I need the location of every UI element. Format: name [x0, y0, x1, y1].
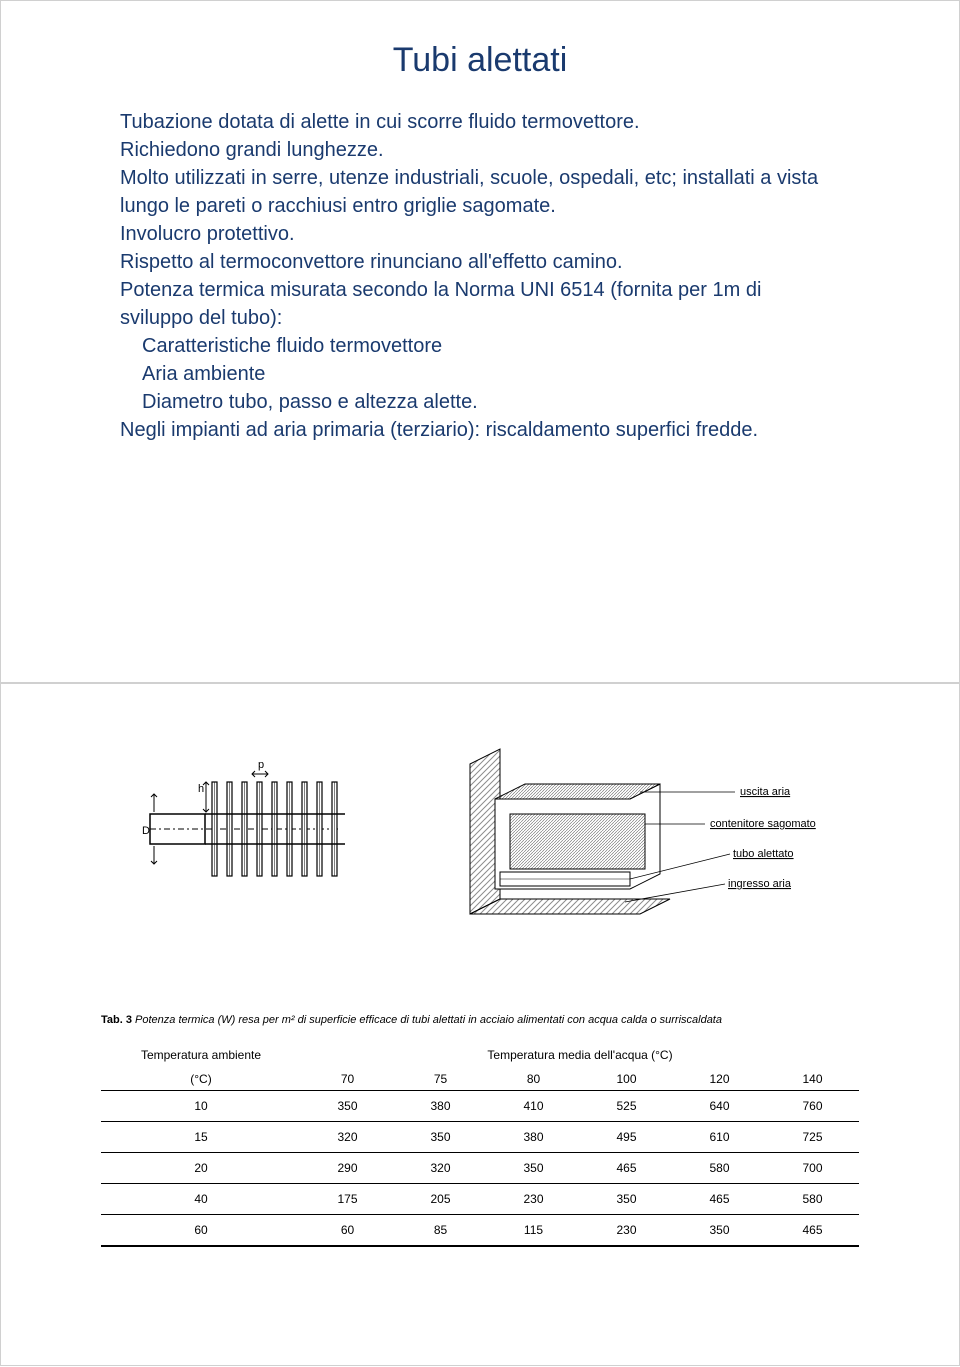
table-row: 15320350380495610725	[101, 1122, 859, 1153]
diagram-housing: uscita aria contenitore sagomato tubo al…	[440, 744, 820, 944]
table-header-ambient: Temperatura ambiente	[101, 1046, 301, 1064]
cell-value: 495	[580, 1122, 673, 1153]
cell-ambient: 60	[101, 1215, 301, 1247]
para-2: Richiedono grandi lunghezze.	[120, 136, 840, 164]
cell-ambient: 15	[101, 1122, 301, 1153]
cell-value: 60	[301, 1215, 394, 1247]
cell-value: 350	[487, 1153, 580, 1184]
table-row: 40175205230350465580	[101, 1184, 859, 1215]
table-row-header: (°C) 70 75 80 100 120 140	[101, 1064, 859, 1091]
label-p: p	[258, 759, 264, 771]
para-4: Involucro protettivo.	[120, 220, 840, 248]
cell-value: 350	[394, 1122, 487, 1153]
cell-value: 580	[766, 1184, 859, 1215]
cell-value: 350	[673, 1215, 766, 1247]
cell-value: 230	[580, 1215, 673, 1247]
slide-1: Tubi alettati Tubazione dotata di alette…	[0, 0, 960, 683]
label-ingresso-aria: ingresso aria	[728, 878, 792, 890]
cell-value: 205	[394, 1184, 487, 1215]
cell-value: 380	[487, 1122, 580, 1153]
cell-ambient: 20	[101, 1153, 301, 1184]
cell-value: 640	[673, 1091, 766, 1122]
table-row: 10350380410525640760	[101, 1091, 859, 1122]
caption-prefix: Tab. 3	[101, 1014, 132, 1026]
label-uscita-aria: uscita aria	[740, 786, 791, 798]
cell-value: 580	[673, 1153, 766, 1184]
cell-value: 175	[301, 1184, 394, 1215]
para-3: Molto utilizzati in serre, utenze indust…	[120, 164, 840, 220]
header-wt-5: 140	[766, 1064, 859, 1091]
cell-value: 350	[301, 1091, 394, 1122]
cell-value: 380	[394, 1091, 487, 1122]
table-header-water: Temperatura media dell'acqua (°C)	[301, 1046, 859, 1064]
power-table: Temperatura ambiente Temperatura media d…	[101, 1046, 859, 1247]
table-caption: Tab. 3 Potenza termica (W) resa per m² d…	[101, 1014, 859, 1026]
cell-value: 725	[766, 1122, 859, 1153]
bullet-2: Aria ambiente	[120, 360, 840, 388]
bullet-1: Caratteristiche fluido termovettore	[120, 332, 840, 360]
bullet-3: Diametro tubo, passo e altezza alette.	[120, 388, 840, 416]
cell-value: 525	[580, 1091, 673, 1122]
label-contenitore: contenitore sagomato	[710, 818, 816, 830]
header-ambient-unit: (°C)	[101, 1064, 301, 1091]
cell-value: 760	[766, 1091, 859, 1122]
diagram-row: D h p	[61, 744, 899, 944]
label-tubo-alettato: tubo alettato	[733, 848, 794, 860]
cell-value: 320	[301, 1122, 394, 1153]
header-wt-4: 120	[673, 1064, 766, 1091]
cell-value: 290	[301, 1153, 394, 1184]
header-wt-2: 80	[487, 1064, 580, 1091]
finned-tube-svg: D h p	[140, 744, 370, 914]
power-table-grid: (°C) 70 75 80 100 120 140 10350380410525…	[101, 1064, 859, 1247]
cell-value: 465	[766, 1215, 859, 1247]
slide-title: Tubi alettati	[61, 41, 899, 80]
diagram-finned-tube: D h p	[140, 744, 370, 944]
label-d: D	[142, 825, 150, 837]
para-closing: Negli impianti ad aria primaria (terziar…	[120, 416, 840, 444]
table-row: 606085115230350465	[101, 1215, 859, 1247]
cell-value: 465	[673, 1184, 766, 1215]
header-wt-0: 70	[301, 1064, 394, 1091]
cell-value: 700	[766, 1153, 859, 1184]
header-wt-1: 75	[394, 1064, 487, 1091]
slide-2: D h p	[0, 683, 960, 1366]
cell-value: 115	[487, 1215, 580, 1247]
cell-value: 350	[580, 1184, 673, 1215]
cell-value: 320	[394, 1153, 487, 1184]
cell-value: 230	[487, 1184, 580, 1215]
cell-value: 85	[394, 1215, 487, 1247]
table-row: 20290320350465580700	[101, 1153, 859, 1184]
header-wt-3: 100	[580, 1064, 673, 1091]
para-1: Tubazione dotata di alette in cui scorre…	[120, 108, 840, 136]
cell-value: 465	[580, 1153, 673, 1184]
housing-svg: uscita aria contenitore sagomato tubo al…	[440, 744, 820, 944]
para-6: Potenza termica misurata secondo la Norm…	[120, 276, 840, 332]
caption-text: Potenza termica (W) resa per m² di super…	[135, 1014, 722, 1026]
cell-value: 610	[673, 1122, 766, 1153]
cell-ambient: 10	[101, 1091, 301, 1122]
cell-ambient: 40	[101, 1184, 301, 1215]
para-5: Rispetto al termoconvettore rinunciano a…	[120, 248, 840, 276]
cell-value: 410	[487, 1091, 580, 1122]
slide-body: Tubazione dotata di alette in cui scorre…	[120, 108, 840, 444]
